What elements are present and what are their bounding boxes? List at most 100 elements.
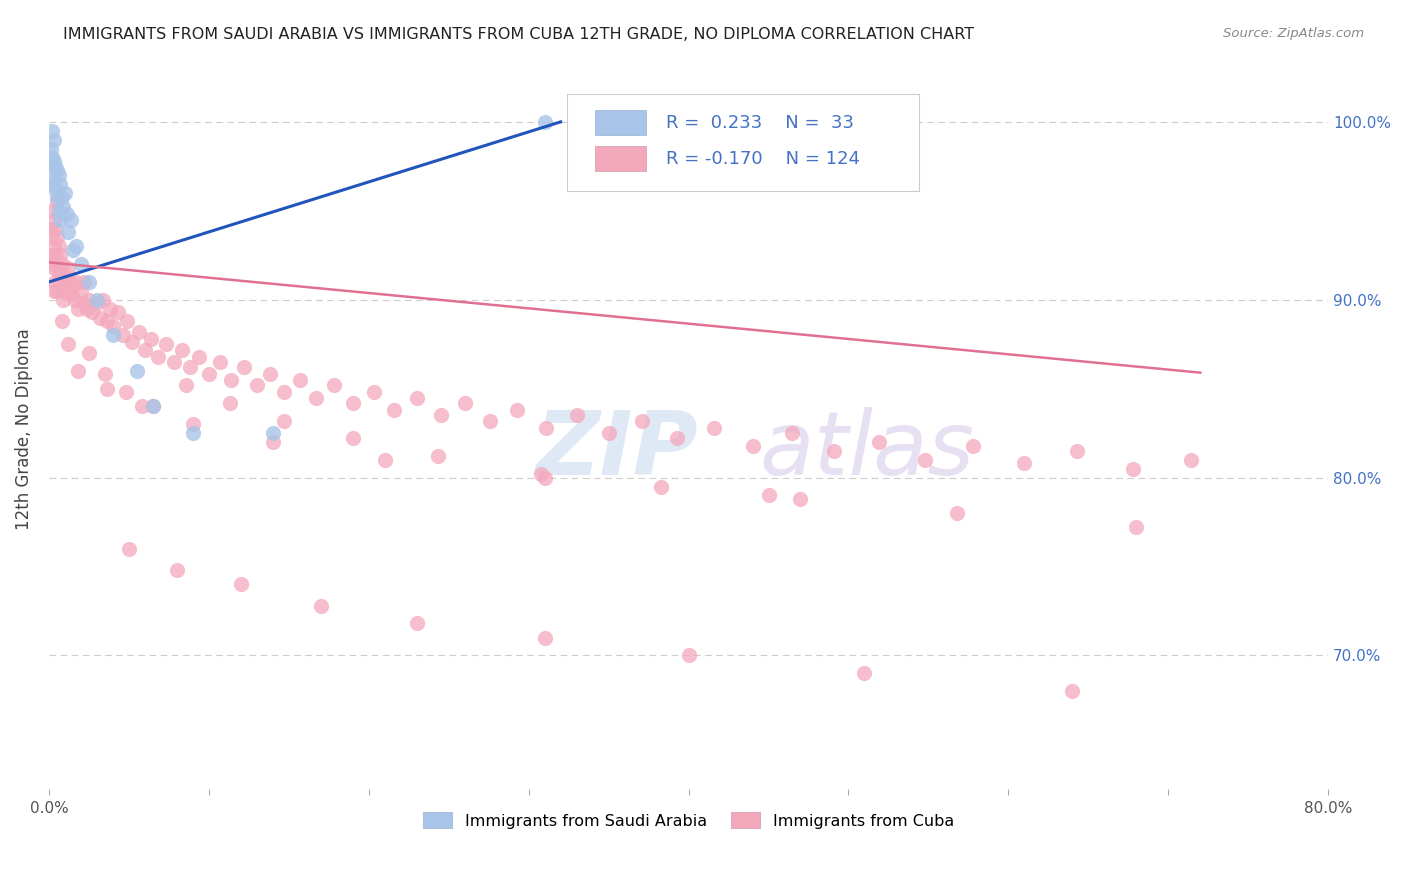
Point	[56, 225, 79, 239]
Point	[631, 414, 654, 428]
Point	[262, 435, 284, 450]
Point	[49, 275, 72, 289]
Point	[48, 203, 70, 218]
Point	[789, 491, 811, 506]
Point	[96, 382, 118, 396]
Point	[46, 257, 69, 271]
Point	[52, 266, 75, 280]
Point	[48, 239, 70, 253]
Point	[51, 284, 73, 298]
Point	[262, 426, 284, 441]
Point	[405, 616, 427, 631]
Text: IMMIGRANTS FROM SAUDI ARABIA VS IMMIGRANTS FROM CUBA 12TH GRADE, NO DIPLOMA CORR: IMMIGRANTS FROM SAUDI ARABIA VS IMMIGRAN…	[63, 27, 974, 42]
Point	[170, 343, 193, 357]
Point	[533, 115, 555, 129]
Point	[70, 284, 93, 298]
Point	[962, 439, 984, 453]
Point	[44, 221, 66, 235]
Point	[479, 414, 502, 428]
Point	[41, 177, 63, 191]
Point	[118, 541, 141, 556]
Point	[650, 479, 672, 493]
Point	[1125, 520, 1147, 534]
Point	[53, 186, 76, 200]
Point	[98, 301, 121, 316]
Point	[155, 337, 177, 351]
Point	[259, 368, 281, 382]
Text: ZIP: ZIP	[536, 407, 697, 494]
Point	[55, 284, 77, 298]
Point	[179, 360, 201, 375]
Point	[65, 239, 87, 253]
Point	[49, 248, 72, 262]
Point	[131, 400, 153, 414]
Point	[288, 373, 311, 387]
Point	[342, 396, 364, 410]
Point	[41, 230, 63, 244]
Point	[107, 305, 129, 319]
Point	[44, 159, 66, 173]
Point	[73, 275, 96, 289]
Point	[53, 271, 76, 285]
Point	[63, 293, 86, 307]
Point	[55, 207, 77, 221]
Point	[42, 154, 65, 169]
Point	[533, 470, 555, 484]
Point	[66, 364, 89, 378]
Text: R = -0.170    N = 124: R = -0.170 N = 124	[665, 150, 859, 168]
Text: Source: ZipAtlas.com: Source: ZipAtlas.com	[1223, 27, 1364, 40]
Point	[96, 314, 118, 328]
Point	[565, 409, 588, 423]
Point	[426, 450, 449, 464]
Point	[46, 162, 69, 177]
Point	[1180, 452, 1202, 467]
Point	[44, 248, 66, 262]
Point	[219, 373, 242, 387]
Point	[62, 243, 84, 257]
Point	[782, 426, 804, 441]
Point	[429, 409, 451, 423]
Point	[163, 355, 186, 369]
Point	[454, 396, 477, 410]
Bar	[595, 110, 647, 136]
Point	[374, 452, 396, 467]
Bar	[595, 146, 647, 171]
Point	[44, 182, 66, 196]
Point	[41, 124, 63, 138]
Point	[39, 221, 62, 235]
Legend: Immigrants from Saudi Arabia, Immigrants from Cuba: Immigrants from Saudi Arabia, Immigrants…	[418, 805, 960, 835]
Point	[42, 171, 65, 186]
Point	[41, 257, 63, 271]
Point	[181, 426, 204, 441]
Point	[42, 212, 65, 227]
Point	[117, 314, 139, 328]
Text: R =  0.233    N =  33: R = 0.233 N = 33	[665, 113, 853, 131]
Point	[44, 275, 66, 289]
Point	[42, 260, 65, 275]
Point	[823, 444, 845, 458]
Point	[77, 346, 100, 360]
Point	[342, 432, 364, 446]
Point	[42, 133, 65, 147]
Text: atlas: atlas	[759, 408, 974, 493]
Point	[273, 414, 295, 428]
Point	[141, 332, 163, 346]
Point	[128, 325, 150, 339]
Point	[382, 403, 405, 417]
Point	[758, 488, 780, 502]
Point	[188, 350, 211, 364]
Point	[89, 310, 111, 325]
Point	[51, 257, 73, 271]
Point	[86, 293, 108, 307]
Point	[42, 239, 65, 253]
Point	[114, 385, 136, 400]
Point	[46, 194, 69, 209]
Point	[39, 142, 62, 156]
Point	[134, 343, 156, 357]
Point	[62, 278, 84, 293]
Point	[56, 337, 79, 351]
Point	[229, 577, 252, 591]
Point	[46, 284, 69, 298]
Point	[273, 385, 295, 400]
Point	[101, 319, 124, 334]
